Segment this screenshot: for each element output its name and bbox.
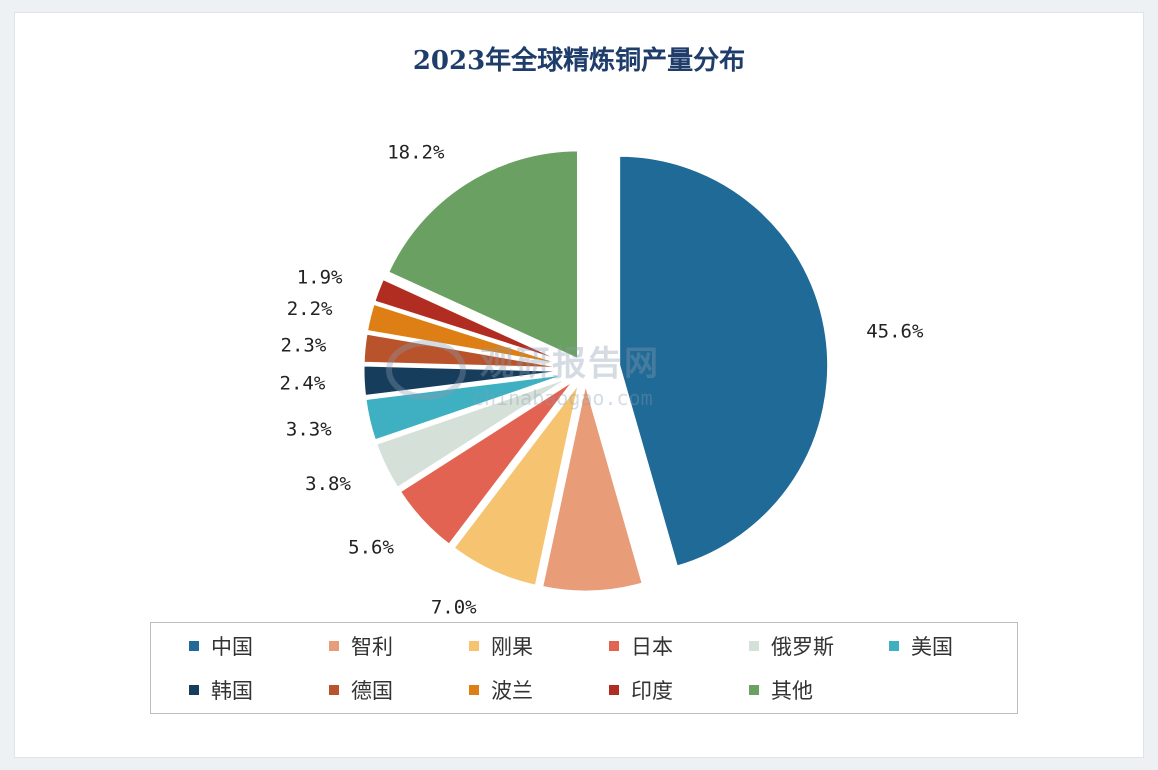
data-label-8: 2.2% — [287, 298, 333, 320]
legend-item-1: 智利 — [329, 631, 393, 661]
legend-swatch — [749, 641, 759, 651]
legend-swatch — [189, 641, 199, 651]
data-label-0: 45.6% — [866, 320, 924, 342]
legend-swatch — [609, 641, 619, 651]
data-label-10: 18.2% — [387, 141, 445, 163]
legend-label: 韩国 — [211, 679, 253, 703]
legend-label: 其他 — [771, 679, 813, 703]
pie-slice-7 — [361, 331, 574, 371]
legend-label: 德国 — [351, 679, 393, 703]
legend-label: 中国 — [211, 635, 253, 659]
legend-item-0: 中国 — [189, 631, 253, 661]
legend-swatch — [189, 685, 199, 695]
legend-label: 波兰 — [491, 679, 533, 703]
chart-title: 2023年全球精炼铜产量分布 — [412, 46, 746, 76]
legend-item-4: 俄罗斯 — [749, 631, 834, 661]
legend-swatch — [329, 641, 339, 651]
pie-slice-1 — [539, 381, 646, 594]
data-label-6: 2.4% — [280, 373, 326, 395]
data-label-4: 3.8% — [305, 473, 351, 495]
data-label-7: 2.3% — [281, 334, 327, 356]
legend-label: 日本 — [631, 635, 673, 659]
legend-label: 俄罗斯 — [771, 635, 834, 659]
legend-swatch — [749, 685, 759, 695]
legend-label: 印度 — [631, 679, 673, 703]
legend-item-7: 德国 — [329, 675, 393, 705]
legend-item-10: 其他 — [749, 675, 813, 705]
legend-label: 刚果 — [491, 635, 533, 659]
data-label-3: 5.6% — [348, 536, 394, 558]
data-label-2: 7.0% — [431, 596, 477, 618]
legend-swatch — [469, 641, 479, 651]
pie-slice-0 — [617, 153, 831, 569]
legend-item-6: 韩国 — [189, 675, 253, 705]
pie-slice-4 — [373, 373, 576, 491]
pie-slice-8 — [364, 301, 574, 369]
pie-slice-2 — [450, 380, 582, 589]
legend-swatch — [469, 685, 479, 695]
legend-item-9: 印度 — [609, 675, 673, 705]
pie-slice-10 — [385, 148, 581, 363]
legend-swatch — [889, 641, 899, 651]
legend-label: 智利 — [351, 635, 393, 659]
legend-item-8: 波兰 — [469, 675, 533, 705]
pie-slice-9 — [371, 276, 575, 368]
chart-legend: 中国 智利 刚果 日本 俄罗斯 美国韩国 德国 波兰 印度 其他 — [150, 622, 1018, 714]
data-label-9: 1.9% — [297, 266, 343, 288]
legend-label: 美国 — [911, 635, 953, 659]
data-label-5: 3.3% — [286, 419, 332, 441]
legend-item-2: 刚果 — [469, 631, 533, 661]
legend-swatch — [609, 685, 619, 695]
pie-slice-3 — [397, 376, 578, 548]
legend-item-3: 日本 — [609, 631, 673, 661]
pie-slice-6 — [361, 363, 574, 399]
pie-slice-5 — [363, 371, 574, 443]
legend-swatch — [329, 685, 339, 695]
legend-item-5: 美国 — [889, 631, 953, 661]
